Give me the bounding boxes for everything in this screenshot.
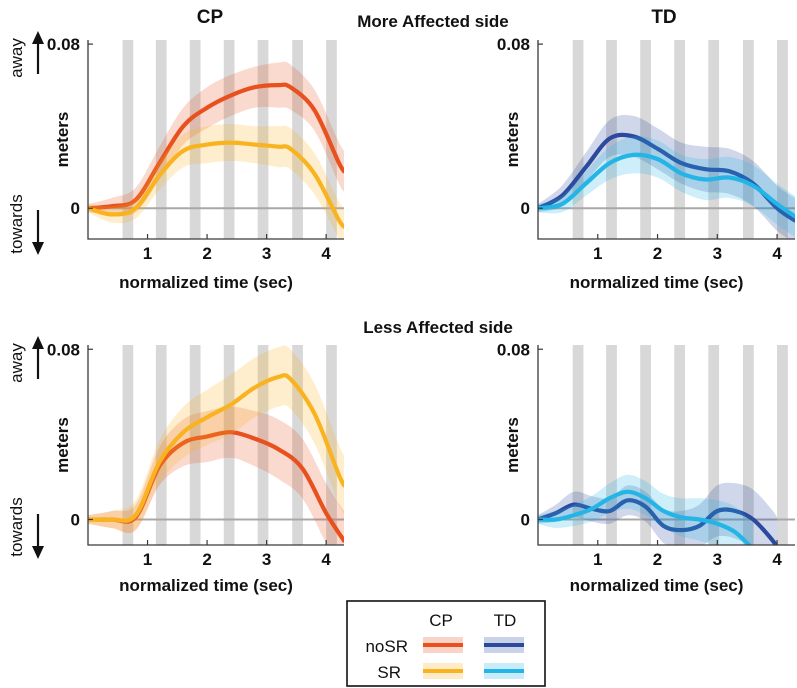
y-tick-label: 0.08 [497,35,530,54]
y-tick-label: 0.08 [497,340,530,359]
series-line-nosr [88,82,344,211]
y-axis-label: meters [53,112,72,168]
grey-band [640,345,651,545]
x-tick-label: 2 [653,244,662,263]
series-band-sr [538,136,795,237]
series-line-sr [88,373,344,523]
x-tick-label: 4 [772,550,782,569]
grey-band [326,345,337,545]
x-axis-label: normalized time (sec) [570,273,744,292]
grey-band [122,40,134,239]
less-affected-title: Less Affected side [363,318,513,337]
x-tick-label: 3 [713,550,722,569]
axes [537,345,795,546]
y-tick-label: 0 [521,199,530,218]
grey-band [674,345,686,545]
x-tick-label: 3 [262,244,271,263]
grey-band [223,345,235,545]
towards-label: towards [7,497,26,557]
chart-td-less-affected: 1 2 3 4 0 0.08 normalized time (sec) meters [497,340,795,595]
away-arrowhead [32,336,44,349]
series-band-sr [538,474,754,545]
grey-band [743,345,754,545]
x-axis-label: normalized time (sec) [570,576,744,595]
x-tick-label: 2 [202,244,211,263]
grey-band [257,40,269,239]
legend-row-sr: SR [377,663,401,682]
grey-band [743,40,754,239]
grey-band [708,345,720,545]
grey-band [708,40,720,239]
y-axis-label: meters [53,417,72,473]
y-tick-label: 0.08 [47,35,80,54]
x-axis-label: normalized time (sec) [119,576,293,595]
away-label: away [7,38,26,78]
chart-cp-less-affected: 1 2 3 4 0 0.08 normalized time (sec) meters [47,340,344,595]
grey-band [292,345,303,545]
direction-annotation-bottom: away towards [7,336,44,559]
grey-band [155,345,167,545]
towards-arrowhead [32,242,44,255]
x-tick-label: 4 [321,244,331,263]
x-tick-label: 4 [321,550,331,569]
axes [537,40,795,240]
grey-band [777,345,788,545]
series-line-sr [88,140,344,229]
grey-band [223,40,235,239]
towards-label: towards [7,194,26,254]
axes [87,345,344,546]
legend-col-td: TD [494,611,517,630]
y-tick-label: 0 [521,510,530,529]
away-label: away [7,343,26,383]
chart-td-more-affected: 1 2 3 4 0 0.08 normalized time (sec) meters [497,35,795,292]
series-line-sr [538,489,752,545]
grey-band [189,345,201,545]
grey-band [572,40,584,239]
y-tick-label: 0 [71,199,80,218]
grey-band [572,345,584,545]
y-tick-label: 0 [71,510,80,529]
x-tick-label: 4 [772,244,782,263]
series-band-sr [88,124,344,239]
x-axis-label: normalized time (sec) [119,273,293,292]
axes [87,40,344,240]
direction-annotation-top: away towards [7,31,44,255]
series-band-nosr [88,406,344,545]
x-tick-label: 3 [713,244,722,263]
grey-band [777,40,788,239]
grey-band [257,345,269,545]
series-line-nosr [538,498,779,545]
y-axis-label: meters [503,112,522,168]
more-affected-title: More Affected side [357,12,508,31]
y-axis-label: meters [503,417,522,473]
x-tick-label: 2 [202,550,211,569]
x-tick-label: 3 [262,550,271,569]
grey-band [674,40,686,239]
series-line-sr [538,152,795,219]
legend-col-cp: CP [429,611,453,630]
td-group-title: TD [651,7,676,28]
grey-band [606,345,617,545]
x-tick-label: 2 [653,550,662,569]
legend: CP TD noSR SR [346,600,546,687]
grey-band [122,345,134,545]
x-tick-label: 1 [593,550,602,569]
grey-band [155,40,167,239]
chart-cp-more-affected: 1 2 3 4 0 0.08 normalized time (sec) meters [47,35,344,292]
away-arrowhead [32,31,44,44]
grey-band [292,40,303,239]
grey-band [189,40,201,239]
grey-band [326,40,337,239]
y-tick-label: 0.08 [47,340,80,359]
x-tick-label: 1 [593,244,602,263]
series-band-nosr [538,482,778,545]
x-tick-label: 1 [143,244,152,263]
cp-group-title: CP [197,7,224,28]
x-tick-label: 1 [143,550,152,569]
towards-arrowhead [32,546,44,559]
legend-row-nosr: noSR [365,637,408,656]
series-band-sr [88,345,344,534]
